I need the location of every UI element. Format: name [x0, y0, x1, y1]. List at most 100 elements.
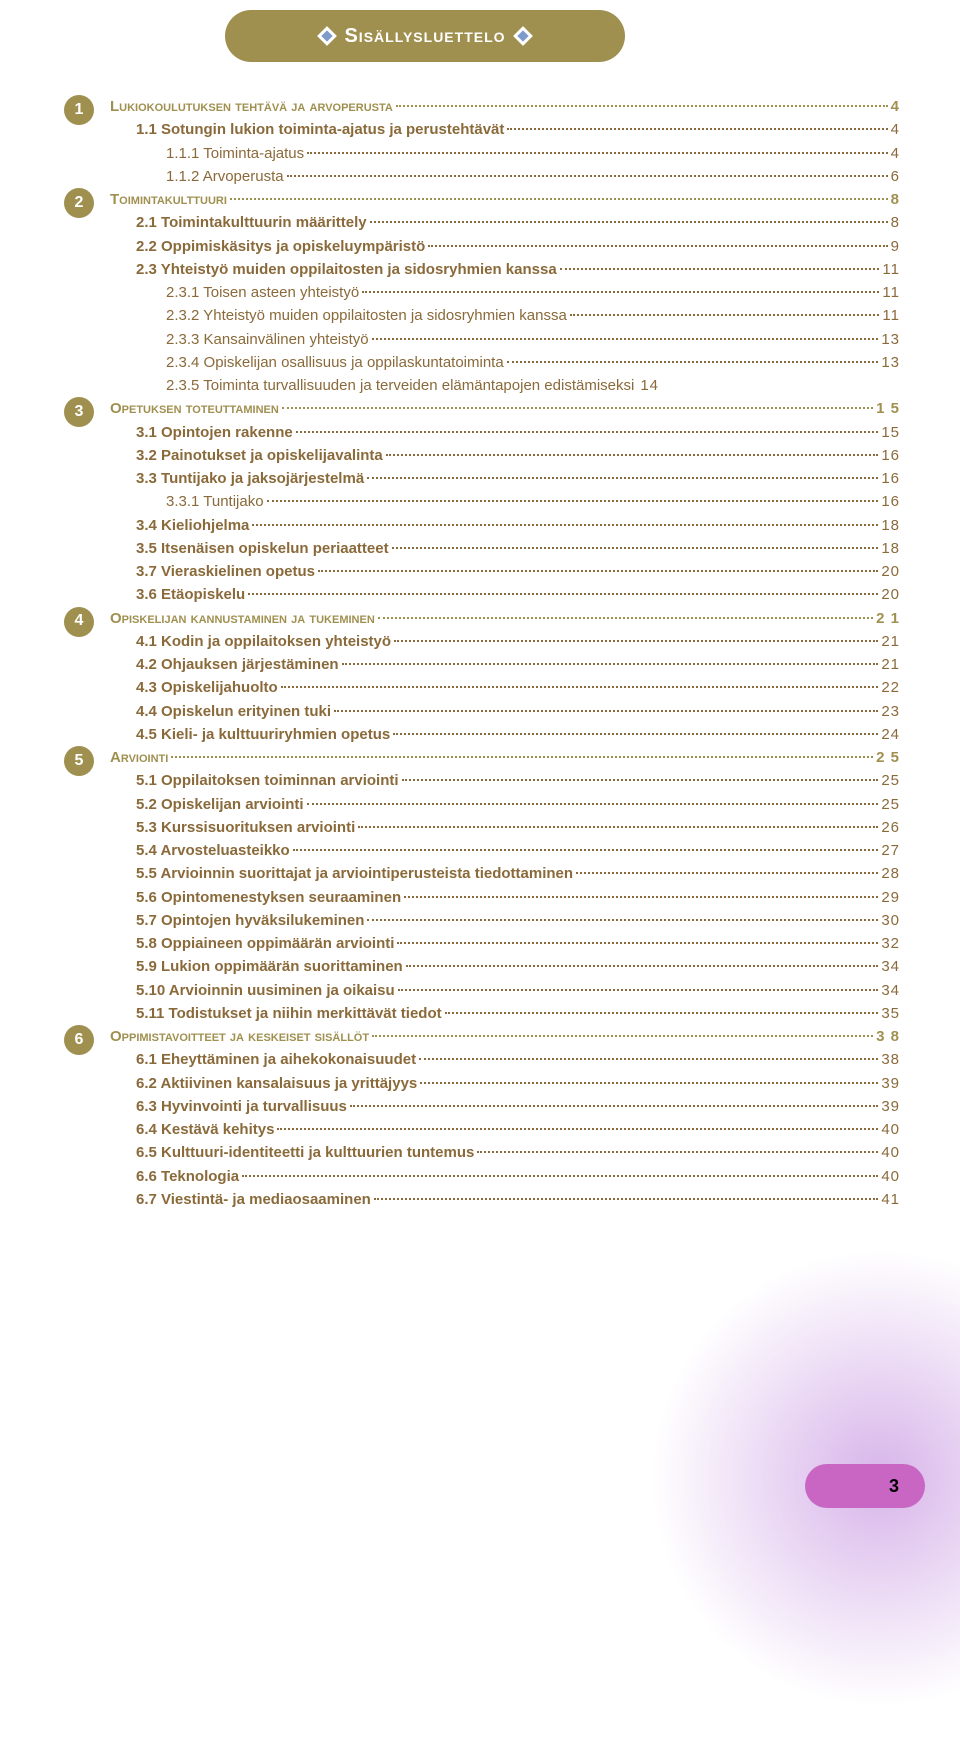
toc-leader-dots	[307, 803, 879, 805]
toc-leader-dots	[296, 431, 879, 433]
toc-label: 5.7 Opintojen hyväksilukeminen	[136, 909, 364, 932]
toc-row: 6.5 Kulttuuri-identiteetti ja kulttuurie…	[110, 1141, 900, 1164]
page-number-badge: 3	[805, 1464, 925, 1508]
toc-leader-dots	[334, 710, 878, 712]
toc-label: 5.11 Todistukset ja niihin merkittävät t…	[136, 1002, 442, 1025]
toc-leader-dots	[396, 105, 888, 107]
toc-leader-dots	[171, 756, 873, 758]
toc-row: 4.1 Kodin ja oppilaitoksen yhteistyö21	[110, 630, 900, 653]
toc-label: Lukiokoulutuksen tehtävä ja arvoperusta	[110, 95, 393, 118]
toc-row: 5.1 Oppilaitoksen toiminnan arviointi25	[110, 769, 900, 792]
toc-row: 5.11 Todistukset ja niihin merkittävät t…	[110, 1002, 900, 1025]
toc-leader-dots	[378, 617, 873, 619]
toc-page: 41	[881, 1188, 900, 1211]
toc-leader-dots	[248, 593, 878, 595]
toc-row: 6.6 Teknologia40	[110, 1165, 900, 1188]
toc-page: 2 1	[876, 607, 900, 630]
toc-label: Opetuksen toteuttaminen	[110, 397, 279, 420]
toc-page: 38	[881, 1048, 900, 1071]
toc-leader-dots	[393, 733, 878, 735]
toc-leader-dots	[477, 1151, 878, 1153]
toc-page: 4	[891, 118, 900, 141]
toc-page: 26	[881, 816, 900, 839]
toc-leader-dots	[358, 826, 878, 828]
toc-page: 20	[881, 583, 900, 606]
toc-page: 16	[881, 444, 900, 467]
toc-leader-dots	[402, 779, 879, 781]
toc-label: Toimintakulttuuri	[110, 188, 227, 211]
toc-page: 9	[891, 235, 900, 258]
toc-label: 6.5 Kulttuuri-identiteetti ja kulttuurie…	[136, 1141, 474, 1164]
toc-row: 2Toimintakulttuuri8	[110, 188, 900, 211]
toc-leader-dots	[576, 872, 878, 874]
toc-label: 3.4 Kieliohjelma	[136, 514, 249, 537]
toc-page: 11	[882, 258, 900, 281]
toc-page: 6	[891, 165, 900, 188]
toc-page: 3 8	[876, 1025, 900, 1048]
toc-leader-dots	[350, 1105, 878, 1107]
toc-row: 4.3 Opiskelijahuolto 22	[110, 676, 900, 699]
toc-row: 4.2 Ohjauksen järjestäminen21	[110, 653, 900, 676]
toc-row: 4.5 Kieli- ja kulttuuriryhmien opetus24	[110, 723, 900, 746]
toc-page: 13	[881, 351, 900, 374]
toc-page: 23	[881, 700, 900, 723]
toc-label: 2.3.4 Opiskelijan osallisuus ja oppilask…	[166, 351, 504, 374]
toc-leader-dots	[277, 1128, 878, 1130]
toc-page: 20	[881, 560, 900, 583]
toc-label: 4.4 Opiskelun erityinen tuki	[136, 700, 331, 723]
toc-page: 4	[891, 142, 900, 165]
toc-label: Oppimistavoitteet ja keskeiset sisällöt	[110, 1025, 369, 1048]
toc-page: 1 5	[876, 397, 900, 420]
toc-row: 1.1.1 Toiminta-ajatus4	[110, 142, 900, 165]
toc-leader-dots	[252, 524, 878, 526]
toc-row: 5.10 Arvioinnin uusiminen ja oikaisu34	[110, 979, 900, 1002]
toc-label: 3.3 Tuntijako ja jaksojärjestelmä	[136, 467, 364, 490]
toc-page: 35	[881, 1002, 900, 1025]
toc-list: 1Lukiokoulutuksen tehtävä ja arvoperusta…	[110, 95, 900, 1211]
toc-page: 27	[881, 839, 900, 862]
toc-page: 40	[881, 1141, 900, 1164]
toc-page: 11	[882, 281, 900, 304]
toc-leader-dots	[445, 1012, 879, 1014]
toc-row: 3Opetuksen toteuttaminen1 5	[110, 397, 900, 420]
toc-page: 18	[881, 537, 900, 560]
toc-label: 3.3.1 Tuntijako	[166, 490, 264, 513]
toc-label: 4.1 Kodin ja oppilaitoksen yhteistyö	[136, 630, 391, 653]
toc-page: 8	[891, 211, 900, 234]
toc-page: 32	[881, 932, 900, 955]
toc-leader-dots	[420, 1082, 878, 1084]
toc-leader-dots	[372, 1035, 873, 1037]
toc-leader-dots	[282, 407, 873, 409]
toc-page: 29	[881, 886, 900, 909]
toc-row: 5.4 Arvosteluasteikko 27	[110, 839, 900, 862]
toc-label: 3.1 Opintojen rakenne	[136, 421, 293, 444]
toc-label: 2.3.1 Toisen asteen yhteistyö	[166, 281, 359, 304]
toc-row: 1.1.2 Arvoperusta6	[110, 165, 900, 188]
toc-row: 1.1 Sotungin lukion toiminta-ajatus ja p…	[110, 118, 900, 141]
toc-row: 3.3.1 Tuntijako 16	[110, 490, 900, 513]
toc-row: 2.1 Toimintakulttuurin määrittely8	[110, 211, 900, 234]
toc-label: 5.6 Opintomenestyksen seuraaminen	[136, 886, 401, 909]
toc-row: 3.6 Etäopiskelu20	[110, 583, 900, 606]
toc-leader-dots	[507, 361, 879, 363]
toc-leader-dots	[419, 1058, 878, 1060]
toc-leader-dots	[428, 245, 887, 247]
toc-page: 16	[881, 490, 900, 513]
toc-label: 5.5 Arvioinnin suorittajat ja arviointip…	[136, 862, 573, 885]
toc-row: 2.3 Yhteistyö muiden oppilaitosten ja si…	[110, 258, 900, 281]
toc-leader-dots	[342, 663, 879, 665]
toc-leader-dots	[570, 314, 880, 316]
toc-label: 5.4 Arvosteluasteikko	[136, 839, 290, 862]
toc-page: 25	[881, 793, 900, 816]
toc-label: 2.3.2 Yhteistyö muiden oppilaitosten ja …	[166, 304, 567, 327]
toc-row: 5.9 Lukion oppimäärän suorittaminen34	[110, 955, 900, 978]
toc-label: 4.3 Opiskelijahuolto	[136, 676, 278, 699]
toc-page: 22	[881, 676, 900, 699]
toc-label: 5.2 Opiskelijan arviointi	[136, 793, 304, 816]
toc-page: 4	[891, 95, 900, 118]
toc-page: 18	[881, 514, 900, 537]
toc-leader-dots	[242, 1175, 878, 1177]
diamond-icon	[513, 26, 533, 46]
toc-row: 5.5 Arvioinnin suorittajat ja arviointip…	[110, 862, 900, 885]
toc-label: 2.3 Yhteistyö muiden oppilaitosten ja si…	[136, 258, 557, 281]
